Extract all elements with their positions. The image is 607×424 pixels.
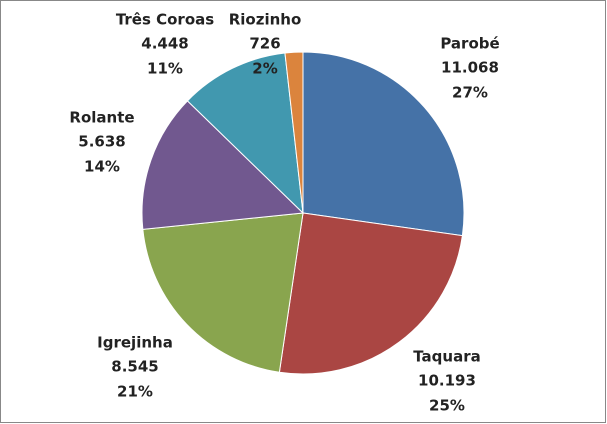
- slice-value: 11.068: [441, 59, 499, 77]
- slice-percent: 25%: [429, 397, 465, 415]
- pie-slice: [302, 51, 465, 237]
- slice-name: Rolante: [69, 109, 134, 127]
- slice-percent: 2%: [252, 60, 277, 78]
- slice-percent: 14%: [84, 158, 120, 176]
- slice-value: 10.193: [418, 372, 476, 390]
- slice-value: 4.448: [141, 35, 188, 53]
- pie-slice: [142, 212, 304, 373]
- slice-percent: 11%: [147, 60, 183, 78]
- pie-slice: [278, 212, 463, 375]
- slice-percent: 27%: [452, 84, 488, 102]
- slice-percent: 21%: [117, 383, 153, 401]
- pie-slice: [141, 100, 305, 230]
- slice-name: Parobé: [440, 35, 499, 53]
- slice-value: 5.638: [78, 133, 125, 151]
- pie-slice: [284, 51, 304, 214]
- slice-value: 8.545: [111, 358, 158, 376]
- slice-name: Taquara: [413, 348, 480, 366]
- slice-name: Três Coroas: [116, 11, 214, 29]
- slice-name: Riozinho: [229, 11, 302, 29]
- slice-name: Igrejinha: [97, 334, 173, 352]
- slice-value: 726: [249, 35, 280, 53]
- pie-slice: [186, 52, 304, 215]
